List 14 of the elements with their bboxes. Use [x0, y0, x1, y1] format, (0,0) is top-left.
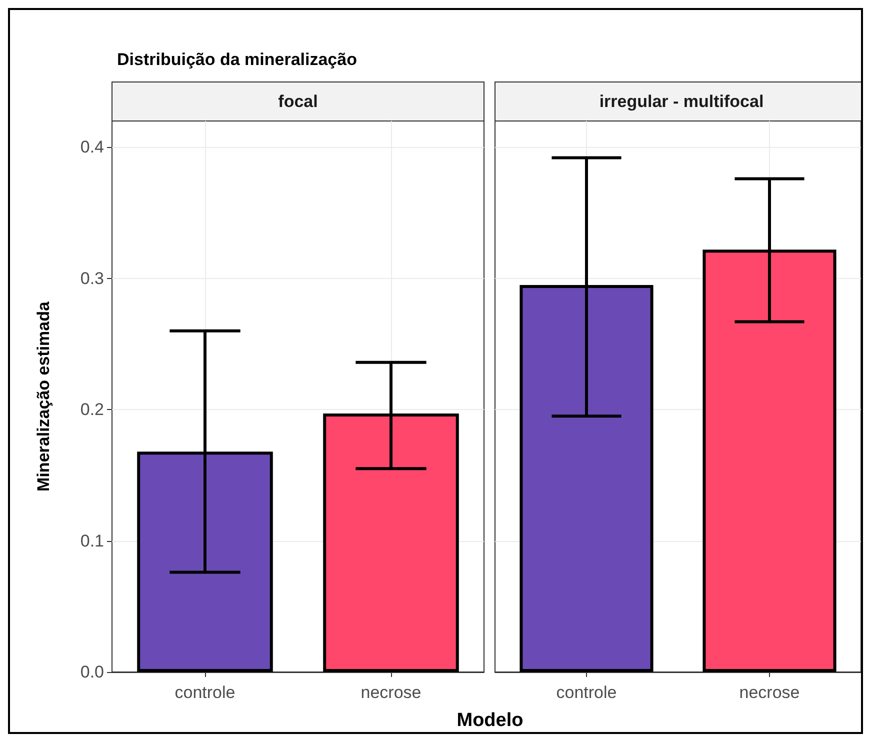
x-tick-label: controle [174, 683, 236, 702]
y-tick-label: 0.4 [80, 138, 104, 157]
x-axis-title: Modelo [456, 710, 524, 732]
y-tick-label: 0.3 [80, 268, 104, 288]
chart-subtitle: focal [278, 92, 318, 111]
x-tick-label: necrose [360, 683, 422, 702]
chart-subtitle: irregular - multifocal [599, 92, 764, 111]
y-axis-title: Mineralização estimada [34, 301, 53, 492]
y-tick-label: 0.1 [80, 531, 104, 550]
y-tick-label: 0.2 [80, 400, 104, 420]
x-tick-label: controle [556, 683, 617, 702]
x-tick-label: necrose [739, 683, 800, 702]
y-tick-label: 0.0 [80, 662, 104, 682]
chart-title: Distribuição da mineralização [117, 50, 357, 69]
